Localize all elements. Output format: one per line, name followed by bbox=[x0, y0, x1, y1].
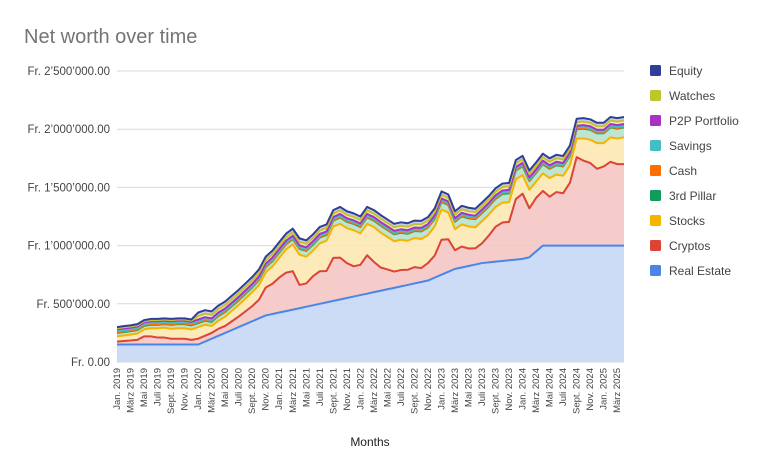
x-tick-label: März 2019 bbox=[126, 368, 137, 413]
x-tick-label: Nov. 2024 bbox=[585, 368, 596, 411]
legend-item-cryptos: Cryptos bbox=[650, 239, 710, 253]
line-stocks bbox=[116, 136, 625, 338]
legend-swatch bbox=[650, 240, 661, 251]
legend-swatch bbox=[650, 165, 661, 176]
y-tick-label: Fr. 1’000’000.00 bbox=[28, 241, 110, 253]
legend-swatch bbox=[650, 90, 661, 101]
legend-item-3rd-pillar: 3rd Pillar bbox=[650, 189, 716, 203]
legend-swatch bbox=[650, 190, 661, 201]
line-equity bbox=[116, 115, 625, 329]
x-tick-label: Jan. 2025 bbox=[599, 368, 610, 410]
x-tick-label: Nov. 2019 bbox=[180, 368, 191, 411]
legend-swatch bbox=[650, 140, 661, 151]
legend-label: Stocks bbox=[669, 214, 705, 228]
x-tick-label: Sept. 2021 bbox=[328, 368, 339, 414]
x-tick-label: Sept. 2020 bbox=[247, 368, 258, 414]
x-tick-label: Juli 2022 bbox=[396, 368, 407, 406]
legend-label: Cryptos bbox=[669, 239, 710, 253]
legend-item-equity: Equity bbox=[650, 64, 702, 78]
legend-item-stocks: Stocks bbox=[650, 214, 705, 228]
x-tick-label: Jan. 2020 bbox=[193, 368, 204, 410]
legend: Equity Watches P2P Portfolio Savings Cash 3rd… bbox=[650, 64, 739, 278]
x-tick-label: Sept. 2023 bbox=[491, 368, 502, 414]
x-tick-label: Mai 2022 bbox=[382, 368, 393, 407]
area-stocks bbox=[117, 137, 624, 342]
x-tick-label: Jan. 2019 bbox=[112, 368, 123, 410]
y-tick-label: Fr. 500’000.00 bbox=[36, 299, 110, 311]
x-tick-label: Nov. 2021 bbox=[342, 368, 353, 411]
x-tick-label: Mai 2020 bbox=[220, 368, 231, 407]
x-tick-label: Juli 2019 bbox=[153, 368, 164, 406]
x-axis-label: Months bbox=[350, 435, 389, 449]
line-watches bbox=[116, 119, 625, 330]
chart-title: Net worth over time bbox=[24, 26, 197, 48]
x-tick-label: Nov. 2020 bbox=[261, 368, 272, 411]
x-tick-label: Jan. 2023 bbox=[436, 368, 447, 410]
x-tick-label: Juli 2023 bbox=[477, 368, 488, 406]
legend-label: Savings bbox=[669, 139, 712, 153]
x-tick-label: Nov. 2022 bbox=[423, 368, 434, 411]
y-tick-label: Fr. 0.00 bbox=[71, 357, 110, 369]
area-cryptos bbox=[117, 157, 624, 345]
y-tick-label: Fr. 2’000’000.00 bbox=[28, 124, 110, 136]
legend-label: Cash bbox=[669, 164, 697, 178]
x-tick-label: Juli 2021 bbox=[315, 368, 326, 406]
area-real-estate bbox=[117, 245, 624, 362]
x-tick-label: März 2020 bbox=[207, 368, 218, 413]
y-axis-ticks: Fr. 0.00 Fr. 500’000.00 Fr. 1’000’000.00 Fr… bbox=[28, 66, 110, 369]
legend-label: Real Estate bbox=[669, 264, 731, 278]
x-axis-ticks: Jan. 2019 März 2019 Mai 2019 Juli 2019 Sept.… bbox=[112, 368, 623, 414]
x-tick-label: Sept. 2024 bbox=[572, 368, 583, 414]
line-p2p-portfolio bbox=[116, 122, 625, 331]
y-tick-label: Fr. 2’500’000.00 bbox=[28, 66, 110, 78]
x-tick-label: Jan. 2022 bbox=[355, 368, 366, 410]
legend-swatch bbox=[650, 115, 661, 126]
x-tick-label: März 2023 bbox=[450, 368, 461, 413]
legend-item-real-estate: Real Estate bbox=[650, 264, 731, 278]
x-tick-label: Sept. 2022 bbox=[409, 368, 420, 414]
legend-item-watches: Watches bbox=[650, 89, 715, 103]
y-tick-label: Fr. 1’500’000.00 bbox=[28, 182, 110, 194]
legend-item-cash: Cash bbox=[650, 164, 697, 178]
legend-label: P2P Portfolio bbox=[669, 114, 739, 128]
legend-label: Equity bbox=[669, 64, 702, 78]
x-tick-label: Mai 2023 bbox=[464, 368, 475, 407]
x-tick-label: Sept. 2019 bbox=[166, 368, 177, 414]
line-cryptos bbox=[116, 156, 624, 343]
x-tick-label: März 2025 bbox=[612, 368, 623, 413]
legend-swatch bbox=[650, 215, 661, 226]
x-tick-label: Nov. 2023 bbox=[504, 368, 515, 411]
series-lines bbox=[116, 115, 625, 346]
x-tick-label: Jan. 2021 bbox=[274, 368, 285, 410]
x-tick-label: Juli 2024 bbox=[558, 368, 569, 406]
x-tick-label: Juli 2020 bbox=[234, 368, 245, 406]
x-tick-label: Mai 2019 bbox=[139, 368, 150, 407]
legend-label: 3rd Pillar bbox=[669, 189, 716, 203]
x-tick-label: März 2022 bbox=[369, 368, 380, 413]
x-tick-label: Mai 2021 bbox=[301, 368, 312, 407]
x-tick-label: März 2024 bbox=[531, 368, 542, 413]
legend-swatch bbox=[650, 265, 661, 276]
legend-item-savings: Savings bbox=[650, 139, 712, 153]
legend-label: Watches bbox=[669, 89, 715, 103]
legend-item-p2p-portfolio: P2P Portfolio bbox=[650, 114, 739, 128]
line-real-estate bbox=[117, 244, 624, 346]
line-savings bbox=[116, 124, 625, 333]
x-tick-label: Mai 2024 bbox=[545, 368, 556, 407]
legend-swatch bbox=[650, 65, 661, 76]
x-tick-label: Jan. 2024 bbox=[518, 368, 529, 410]
x-tick-label: März 2021 bbox=[288, 368, 299, 413]
